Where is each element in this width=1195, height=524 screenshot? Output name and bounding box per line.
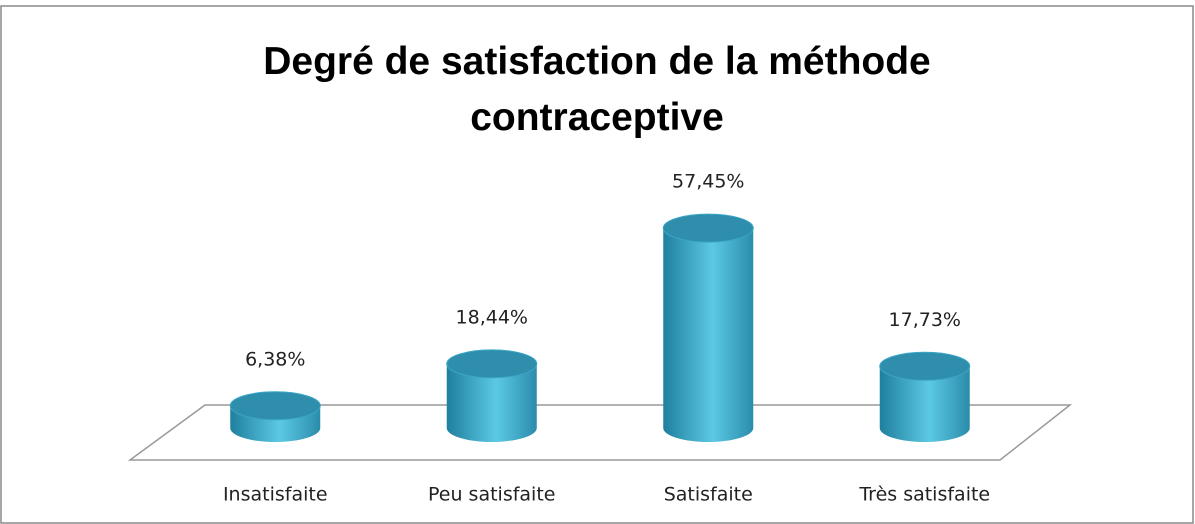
bar	[879, 351, 971, 443]
cylinder-top	[662, 213, 754, 243]
floor	[127, 404, 1073, 461]
x-tick-label: Satisfaite	[664, 484, 753, 506]
chart-title: Degré de satisfaction de la méthode cont…	[263, 40, 931, 139]
chart-border	[0, 5, 1194, 524]
bar	[229, 391, 321, 443]
bar	[446, 349, 538, 443]
data-label: 18,44%	[456, 306, 528, 328]
x-tick-label: Peu satisfaite	[428, 484, 555, 506]
cylinder-top	[446, 349, 538, 379]
bar	[662, 213, 754, 443]
cylinder-body	[446, 363, 537, 443]
cylinder-body	[879, 366, 970, 443]
x-tick-label: Très satisfaite	[858, 484, 990, 506]
data-label: 6,38%	[245, 348, 305, 370]
x-tick-label: Insatisfaite	[223, 484, 328, 506]
cylinder-body	[663, 228, 754, 443]
data-label: 17,73%	[889, 309, 961, 331]
data-label: 57,45%	[672, 171, 744, 193]
cylinder-top	[229, 391, 321, 421]
cylinder-top	[879, 351, 971, 381]
